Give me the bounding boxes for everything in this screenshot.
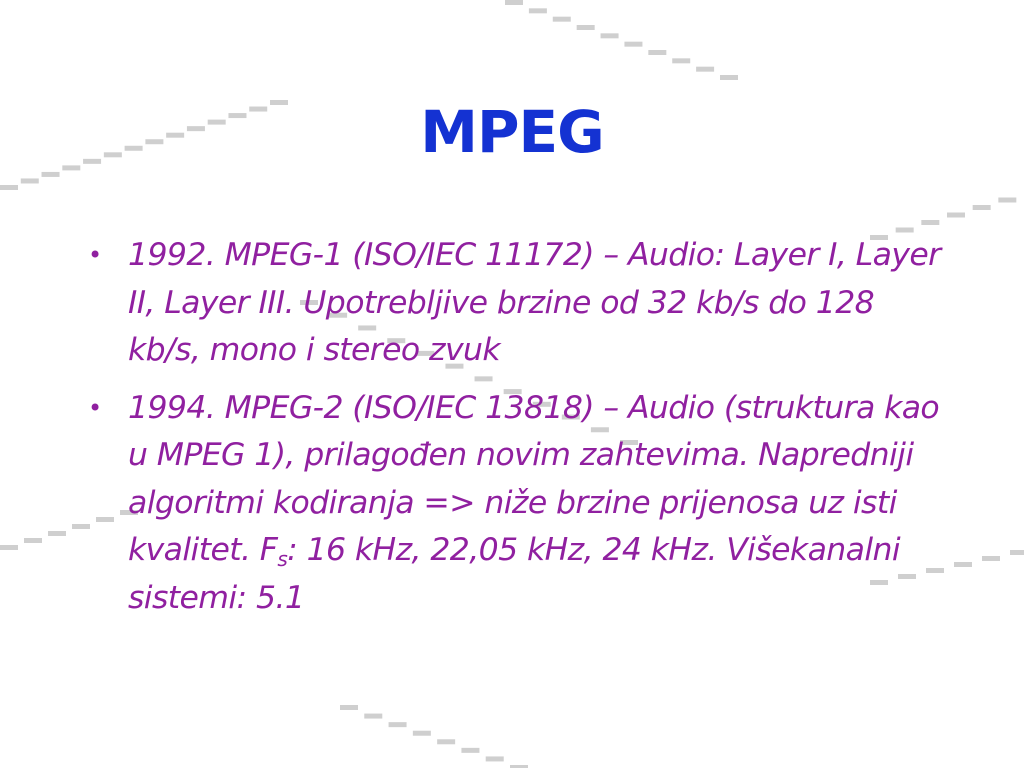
decorative-dash [921, 220, 940, 225]
decorative-dash [461, 747, 480, 753]
slide-title: MPEG [420, 98, 604, 166]
bullet-text: 1994. MPEG-2 (ISO/IEC 13818) – Audio (st… [128, 389, 940, 569]
decorative-dash [870, 580, 888, 585]
decorative-dash [445, 363, 464, 369]
decorative-dash [207, 119, 226, 125]
decorative-dash [898, 574, 916, 579]
decorative-dash [720, 75, 738, 80]
bullet-item: • 1992. MPEG-1 (ISO/IEC 11172) – Audio: … [88, 232, 948, 375]
decorative-dash [474, 376, 493, 382]
decorative-dash [895, 227, 914, 233]
decorative-dash [124, 145, 143, 151]
decorative-dash [24, 538, 42, 543]
bullet-item: • 1994. MPEG-2 (ISO/IEC 13818) – Audio (… [88, 385, 948, 623]
decorative-dash [329, 312, 348, 318]
decorative-dash [528, 8, 547, 14]
decorative-dash [648, 50, 667, 55]
decorative-dash [590, 427, 609, 433]
decorative-dash [103, 152, 122, 158]
decorative-dash [532, 401, 551, 407]
decorative-dash [364, 713, 383, 719]
decorative-dash [120, 510, 138, 515]
decorative-dash [186, 126, 205, 132]
decorative-dash [145, 139, 164, 145]
bullet-icon: • [88, 393, 102, 422]
decorative-dash [388, 722, 407, 728]
decorative-dash [412, 730, 431, 736]
decorative-dash [270, 100, 288, 105]
decorative-dash [870, 235, 888, 240]
decorative-dash [926, 568, 944, 573]
bullet-text: 1992. MPEG-1 (ISO/IEC 11172) – Audio: La… [128, 237, 941, 368]
decorative-dash [947, 212, 965, 218]
decorative-dash [503, 389, 522, 395]
decorative-dash [505, 0, 523, 5]
decorative-dash [62, 165, 81, 171]
bullet-icon: • [88, 241, 102, 269]
decorative-dash [249, 106, 268, 112]
decorative-dash [416, 350, 435, 356]
decorative-dash [485, 756, 504, 762]
bullet-list: • 1992. MPEG-1 (ISO/IEC 11172) – Audio: … [88, 232, 948, 632]
decorative-dash [672, 58, 691, 64]
decorative-dash [387, 338, 406, 344]
decorative-dash [972, 205, 991, 210]
decorative-dash [437, 739, 456, 745]
decorative-dash [72, 524, 90, 529]
decorative-dash [0, 545, 18, 550]
decorative-dash [340, 705, 358, 710]
decorative-dash [0, 185, 18, 190]
decorative-dash [358, 325, 377, 331]
decorative-dash [954, 562, 972, 567]
decorative-dash [41, 171, 60, 177]
decorative-dash [83, 158, 102, 164]
decorative-dash [228, 113, 247, 119]
decorative-dash [300, 300, 318, 305]
decorative-dash [696, 66, 715, 72]
decorative-dash [48, 531, 66, 536]
decorative-dash [561, 414, 580, 420]
decorative-dash [998, 197, 1017, 203]
decorative-dash [620, 440, 638, 445]
decorative-dash [510, 765, 528, 768]
decorative-dash [576, 25, 595, 30]
decorative-dash [1010, 550, 1024, 555]
decorative-dash [96, 517, 114, 522]
subscript: s [277, 547, 288, 571]
decorative-dash [624, 41, 643, 47]
decorative-dash [20, 178, 39, 184]
decorative-dash [600, 33, 619, 39]
decorative-dash [166, 132, 185, 138]
decorative-dash [552, 16, 571, 22]
bullet-text-cont: : 16 kHz, 22,05 kHz, 24 kHz. Višekanalni… [128, 532, 901, 616]
decorative-dash [982, 556, 1000, 561]
